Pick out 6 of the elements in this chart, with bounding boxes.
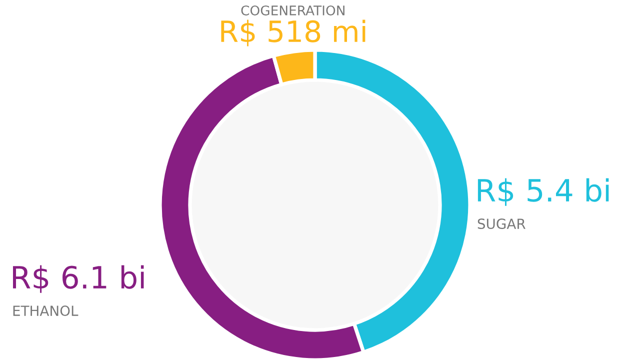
slice-label: SUGAR bbox=[478, 218, 526, 230]
data-label: R$ 6.1 bi bbox=[13, 265, 144, 293]
data-label: R$ 518 mi bbox=[221, 20, 366, 46]
slice-label: COGENERATION bbox=[241, 5, 344, 16]
data-label: R$ 5.4 bi bbox=[478, 178, 609, 206]
slice-label: ETHANOL bbox=[13, 306, 78, 316]
